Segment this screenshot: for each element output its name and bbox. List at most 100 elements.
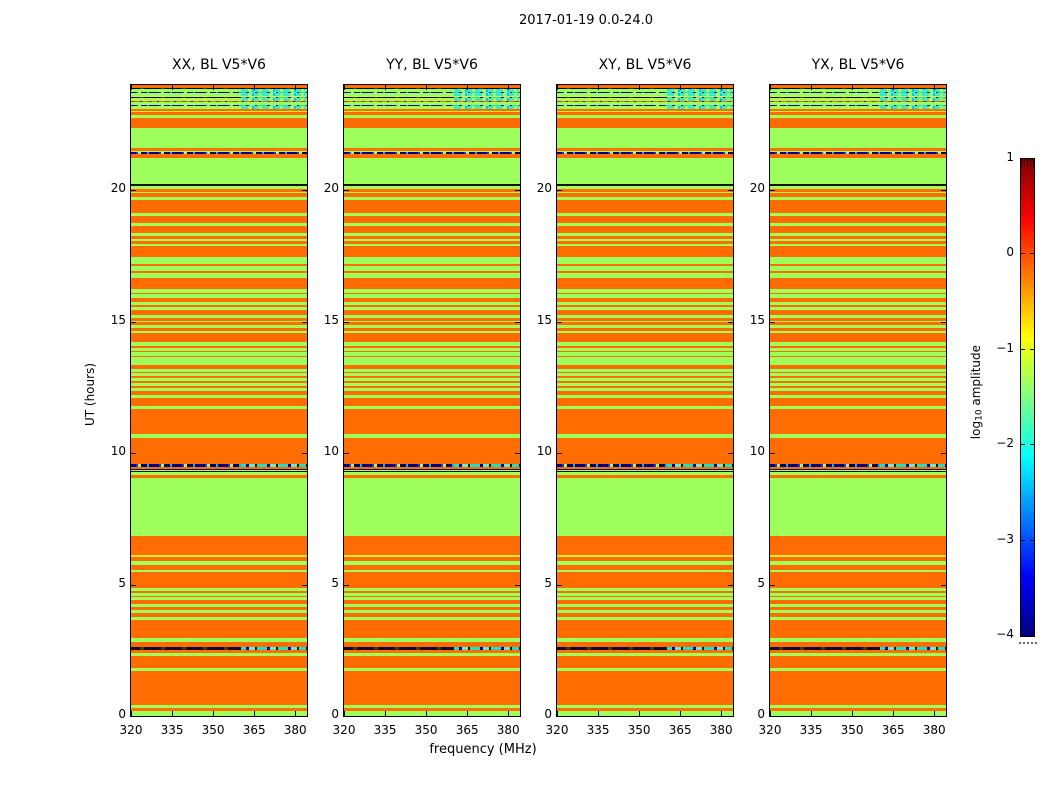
y-tick-mark [302,322,307,323]
y-tick-label: 10 [323,444,339,459]
heatmap-band [770,348,946,352]
heatmap-band [557,470,733,472]
heatmap-band [557,383,733,387]
heatmap-panel-xy [556,84,734,717]
heatmap-band [557,463,733,467]
heatmap-band-cyan-patch [666,647,732,651]
heatmap-band [344,352,520,357]
y-axis-label: UT (hours) [83,363,97,427]
heatmap-band [344,222,520,226]
y-tick-label: 10 [536,444,552,459]
heatmap-band [344,325,520,329]
x-tick-label: 380 [283,723,307,737]
heatmap-band [344,151,520,154]
heatmap-band [557,212,733,216]
heatmap-band [131,357,307,365]
heatmap-band [770,289,946,294]
heatmap-band [557,265,733,271]
heatmap-band [770,273,946,279]
colorbar-tick-mark [1021,539,1025,541]
heatmap-band [557,157,733,184]
heatmap-band [770,157,946,184]
heatmap-band [770,388,946,392]
heatmap-band [770,638,946,643]
heatmap-band [557,151,733,154]
heatmap-band [770,394,946,398]
heatmap-band [344,89,520,93]
heatmap-band [770,98,946,102]
x-tick-mark [344,85,345,90]
heatmap-band [557,289,733,294]
heatmap-band [557,604,733,608]
heatmap-band [131,106,307,109]
heatmap-band [344,96,520,98]
y-tick-mark [131,322,136,323]
heatmap-band [770,588,946,592]
heatmap-band [344,463,520,467]
x-axis-label: frequency (MHz) [429,742,537,757]
x-tick-mark [131,85,132,90]
heatmap-band [770,321,946,323]
heatmap-band-cyan-patch [879,89,945,93]
heatmap-band [770,554,946,558]
heatmap-band [557,394,733,398]
heatmap-band-cyan-patch [453,647,519,651]
heatmap-band [770,647,946,651]
heatmap-band-cyan-patch [879,647,945,651]
heatmap-band [557,471,733,475]
colorbar-tick-mark [1030,539,1034,541]
heatmap-band [344,471,520,475]
x-tick-mark [721,711,722,716]
x-tick-label: 320 [758,723,782,737]
heatmap-band [344,604,520,608]
heatmap-band [770,569,946,573]
heatmap-band [131,294,307,299]
y-tick-mark [728,585,733,586]
y-tick-label: 20 [110,181,126,196]
heatmap-band [344,668,520,672]
heatmap-band [131,383,307,387]
heatmap-band [557,111,733,113]
heatmap-band [557,342,733,347]
heatmap-band [344,289,520,294]
heatmap-band [131,325,307,329]
y-tick-label: 5 [757,575,765,590]
y-tick-mark [557,585,562,586]
heatmap-band [557,243,733,246]
x-tick-label: 380 [496,723,520,737]
heatmap-band [344,150,520,152]
x-tick-label: 380 [709,723,733,737]
heatmap-band-cyan-patch [879,463,945,467]
x-tick-mark [639,711,640,716]
heatmap-band [344,554,520,558]
heatmap-band [770,357,946,365]
x-tick-label: 335 [586,723,610,737]
heatmap-band [131,212,307,216]
heatmap-band [131,463,307,467]
heatmap-band [557,93,733,97]
heatmap-band [344,196,520,200]
heatmap-band-cyan-patch [240,89,306,93]
heatmap-band [344,617,520,621]
figure-title: 2017-01-19 0.0-24.0 [519,13,653,28]
heatmap-band-cyan-patch [240,463,306,467]
x-tick-label: 335 [799,723,823,737]
heatmap-band [770,294,946,299]
heatmap-band [770,463,946,467]
colorbar-label: log10 amplitude [969,345,984,439]
x-tick-mark [172,711,173,716]
x-tick-label: 365 [881,723,905,737]
x-tick-label: 350 [840,723,864,737]
x-tick-mark [893,711,894,716]
heatmap-band [557,101,733,103]
heatmap-band [131,315,307,319]
colorbar-extend-dots [1019,642,1037,644]
heatmap-band [770,469,946,471]
heatmap-band-cyan-patch [666,98,732,102]
heatmap-band-cyan-patch [879,98,945,102]
x-tick-mark [385,711,386,716]
heatmap-band [344,394,520,398]
heatmap-band [557,561,733,565]
heatmap-band [131,96,307,98]
y-tick-label: 5 [118,575,126,590]
